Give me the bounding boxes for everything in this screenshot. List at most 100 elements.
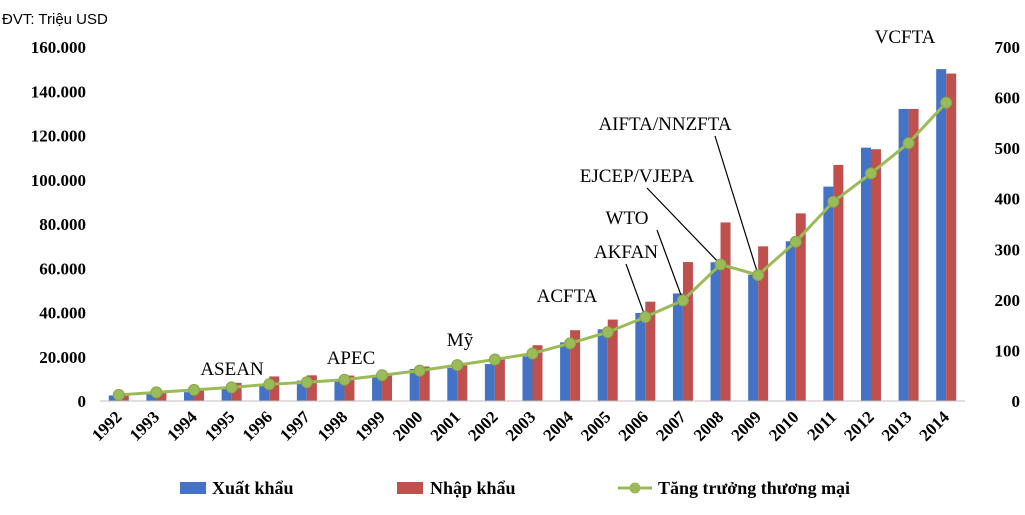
- y-left-tick-label: 100.000: [31, 171, 86, 190]
- bar-export-1993: [146, 394, 157, 401]
- bar-import-2001: [457, 365, 468, 401]
- bar-import-2000: [419, 366, 430, 401]
- x-tick-label-2000: 2000: [389, 407, 426, 444]
- bar-export-2003: [522, 356, 533, 401]
- leader-line-2009: [714, 135, 759, 276]
- x-tick-label-2010: 2010: [765, 407, 802, 444]
- bar-export-1997: [296, 380, 307, 401]
- bar-layer: [108, 69, 957, 402]
- bar-export-1994: [184, 392, 195, 401]
- x-tick-label-2008: 2008: [690, 407, 727, 444]
- bar-import-2006: [645, 301, 656, 401]
- leader-line-2007: [656, 229, 684, 301]
- x-tick-label-1993: 1993: [126, 407, 163, 444]
- trade-growth-point-1999: [376, 369, 389, 382]
- legend-label-growth: Tăng trưởng thương mại: [658, 478, 850, 498]
- annotation-ejcep-vjepa: EJCEP/VJEPA: [580, 166, 695, 187]
- legend: Xuất khẩu Nhập khẩu Tăng trưởng thương mại: [180, 478, 850, 498]
- y-left-tick-label: 60.000: [39, 259, 86, 278]
- legend-label-export: Xuất khẩu: [212, 478, 294, 498]
- legend-swatch-export: [180, 482, 206, 494]
- y-right-tick-label: 200: [995, 291, 1021, 310]
- trade-growth-point-1996: [263, 378, 276, 391]
- trade-growth-point-2011: [827, 195, 840, 208]
- legend-label-import: Nhập khẩu: [430, 478, 516, 498]
- trade-growth-point-2010: [789, 235, 802, 248]
- y-right-tick-label: 600: [995, 89, 1021, 108]
- trade-growth-point-1998: [338, 373, 351, 386]
- trade-growth-point-1993: [150, 386, 163, 399]
- bar-import-2010: [795, 213, 806, 401]
- trade-growth-point-2001: [451, 359, 464, 372]
- bar-export-2007: [672, 293, 683, 401]
- unit-label: ĐVT: Triệu USD: [2, 11, 108, 28]
- bar-import-2014: [946, 73, 957, 402]
- y-right-tick-label: 300: [995, 240, 1021, 259]
- y-right-tick-label: 500: [995, 139, 1021, 158]
- x-tick-label-1997: 1997: [276, 407, 314, 445]
- trade-growth-point-2014: [940, 96, 953, 109]
- x-tick-label-2004: 2004: [539, 407, 577, 445]
- bar-import-1993: [156, 391, 167, 401]
- bar-import-2004: [570, 330, 581, 401]
- bar-export-2000: [409, 368, 420, 401]
- x-tick-label-2003: 2003: [502, 407, 539, 444]
- trade-growth-point-2007: [676, 294, 689, 307]
- annotation-vcfta: VCFTA: [875, 27, 936, 48]
- bar-export-2001: [447, 367, 458, 401]
- bar-import-2009: [758, 246, 769, 401]
- leader-line-2008: [646, 187, 721, 265]
- legend-swatch-growth-marker: [629, 482, 641, 494]
- bar-import-2002: [494, 357, 505, 401]
- x-tick-label-2013: 2013: [878, 407, 915, 444]
- x-tick-label-2005: 2005: [577, 407, 614, 444]
- x-tick-label-1999: 1999: [351, 407, 388, 444]
- y-left-tick-label: 40.000: [39, 304, 86, 323]
- bar-import-1999: [382, 375, 393, 401]
- annotation-acfta: ACFTA: [537, 286, 598, 307]
- bar-import-2003: [532, 345, 543, 401]
- bar-export-2002: [484, 364, 495, 401]
- bar-import-2013: [908, 108, 919, 401]
- trade-growth-point-1994: [188, 383, 201, 396]
- bar-export-1995: [221, 388, 232, 401]
- annotation-wto: WTO: [606, 208, 649, 229]
- annotation-akfan: AKFAN: [594, 242, 658, 263]
- x-tick-label-1992: 1992: [88, 407, 125, 444]
- bar-export-2008: [710, 262, 721, 401]
- x-tick-label-2006: 2006: [615, 407, 652, 444]
- bar-export-2014: [936, 69, 947, 401]
- y-left-tick-label: 80.000: [39, 215, 86, 234]
- x-tick-label-1994: 1994: [163, 407, 201, 445]
- y-left-tick-label: 20.000: [39, 348, 86, 367]
- annotation-layer: ASEAN APEC Mỹ ACFTA AKFAN WTO EJCEP/VJEPA AIFTA…: [200, 27, 935, 380]
- annotation-asean: ASEAN: [200, 359, 264, 380]
- x-tick-label-2007: 2007: [652, 407, 690, 445]
- trade-growth-point-2013: [902, 137, 915, 150]
- x-tick-label-2012: 2012: [840, 407, 877, 444]
- bar-import-2012: [870, 149, 881, 401]
- bar-import-1995: [231, 382, 242, 401]
- trade-growth-point-2009: [752, 269, 765, 282]
- bar-export-2012: [860, 147, 871, 401]
- x-tick-label-2014: 2014: [916, 407, 954, 445]
- x-tick-label-2001: 2001: [427, 407, 464, 444]
- annotation-m-: Mỹ: [447, 330, 474, 351]
- trade-growth-point-2000: [413, 364, 426, 377]
- bar-export-1999: [372, 375, 383, 401]
- y-right-tick-label: 400: [995, 190, 1021, 209]
- y-right-tick-label: 0: [1012, 392, 1021, 411]
- bar-export-1998: [334, 380, 345, 401]
- trade-growth-line-layer: [112, 96, 953, 401]
- y-right-tick-label: 700: [995, 38, 1021, 57]
- x-tick-label-1995: 1995: [201, 407, 238, 444]
- bar-export-2006: [635, 312, 646, 401]
- trade-growth-point-2004: [564, 337, 577, 350]
- x-tick-label-2011: 2011: [803, 407, 840, 444]
- trade-growth-point-2002: [488, 353, 501, 366]
- bar-import-2008: [720, 222, 731, 401]
- y-left-tick-label: 0: [78, 392, 87, 411]
- y-left-tick-label: 160.000: [31, 38, 86, 57]
- trade-growth-point-2003: [526, 347, 539, 360]
- trade-growth-point-2008: [714, 258, 727, 271]
